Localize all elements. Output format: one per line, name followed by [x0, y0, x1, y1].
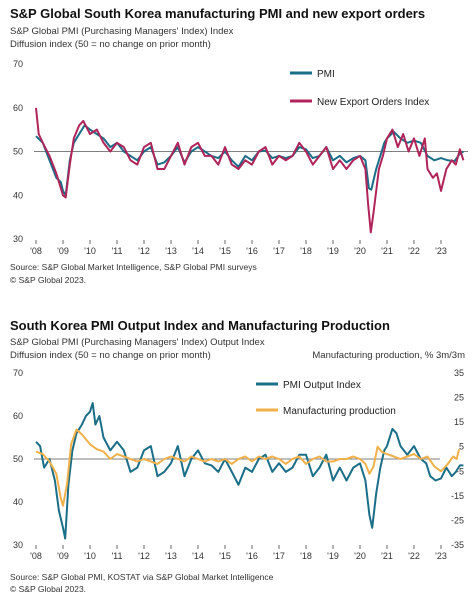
chart1-legend-label: PMI — [317, 69, 335, 80]
chart1-y-tick-label: 50 — [13, 147, 23, 157]
chart1-x-tick-label: '16 — [246, 246, 258, 256]
chart2-legend-label: PMI Output Index — [283, 380, 361, 391]
chart1-x-tick-label: '08 — [30, 246, 42, 256]
chart1-subtitle-2: Diffusion index (50 = no change on prior… — [10, 39, 211, 50]
chart2-x-tick-label: '08 — [30, 551, 42, 561]
chart1-x-tick-label: '23 — [435, 246, 447, 256]
chart2-title: South Korea PMI Output Index and Manufac… — [10, 318, 390, 333]
chart1-title: S&P Global South Korea manufacturing PMI… — [10, 6, 426, 21]
chart2-x-tick-label: '19 — [327, 551, 339, 561]
chart2-x-tick-label: '23 — [435, 551, 447, 561]
chart1-x-tick-label: '09 — [57, 246, 69, 256]
chart2-x-tick-label: '10 — [84, 551, 96, 561]
chart2-y2-tick-label: 35 — [454, 368, 464, 378]
chart1-source: Source: S&P Global Market Intelligence, … — [10, 262, 257, 272]
chart1-subtitle-1: S&P Global PMI (Purchasing Managers' Ind… — [10, 26, 234, 37]
chart1-x-tick-label: '19 — [327, 246, 339, 256]
chart1-x-tick-label: '17 — [273, 246, 285, 256]
chart2-series-manufacturing-production — [35, 428, 461, 507]
chart1-x-tick-label: '21 — [381, 246, 393, 256]
chart2-legend-label: Manufacturing production — [283, 406, 396, 417]
chart1-legend-label: New Export Orders Index — [317, 97, 429, 108]
chart2-x-tick-label: '12 — [138, 551, 150, 561]
chart2-y2-tick-label: -25 — [451, 515, 464, 525]
chart1-plot: 70 60 50 40 30 '08 '09 '10 '11 '12 '13 '14 '15 '16 '17… — [13, 59, 468, 256]
chart2-series-pmi-output-index — [35, 402, 464, 540]
chart1-x-tick-label: '13 — [165, 246, 177, 256]
chart2-x-tick-label: '21 — [381, 551, 393, 561]
chart2-y2-tick-label: -15 — [451, 491, 464, 501]
chart2-x-tick-label: '15 — [219, 551, 231, 561]
chart1-x-tick-label: '12 — [138, 246, 150, 256]
chart2-right-axis-label: Manufacturing production, % 3m/3m — [312, 350, 465, 361]
chart1-copyright: © S&P Global 2023. — [10, 275, 87, 285]
chart2-subtitle-1: S&P Global PMI (Purchasing Managers' Ind… — [10, 337, 265, 348]
chart2-y-tick-label: 50 — [13, 454, 23, 464]
chart1-x-tick-label: '22 — [408, 246, 420, 256]
chart2-y2-tick-label: 25 — [454, 393, 464, 403]
chart2-x-tick-label: '11 — [111, 551, 122, 561]
chart2-y2-tick-label: 5 — [459, 442, 464, 452]
chart2-x-tick-label: '13 — [165, 551, 177, 561]
chart2-x-tick-label: '22 — [408, 551, 420, 561]
chart2-subtitle-2: Diffusion index (50 = no change on prior… — [10, 350, 211, 361]
chart1-series-new-export-orders-index — [35, 107, 465, 234]
chart1-y-tick-label: 60 — [13, 103, 23, 113]
chart2-source: Source: S&P Global PMI, KOSTAT via S&P G… — [10, 572, 274, 582]
chart1-x-tick-label: '15 — [219, 246, 231, 256]
chart2-x-tick-label: '14 — [192, 551, 204, 561]
chart2-y2-tick-label: 15 — [454, 417, 464, 427]
chart1-y-tick-label: 30 — [13, 234, 23, 244]
chart2-y2-tick-label: -5 — [456, 466, 464, 476]
chart1-x-tick-label: '20 — [354, 246, 366, 256]
chart2-copyright: © S&P Global 2023. — [10, 584, 87, 594]
chart2-x-tick-label: '09 — [57, 551, 69, 561]
chart2-x-tick-label: '17 — [273, 551, 285, 561]
chart2-x-tick-label: '16 — [246, 551, 258, 561]
chart2-x-tick-label: '18 — [300, 551, 312, 561]
chart2-y2-tick-label: -35 — [451, 540, 464, 550]
chart1-x-tick-label: '10 — [84, 246, 96, 256]
chart1-x-tick-label: '14 — [192, 246, 204, 256]
chart2-x-tick-label: '20 — [354, 551, 366, 561]
chart2-y-tick-label: 40 — [13, 497, 23, 507]
chart1-x-tick-label: '18 — [300, 246, 312, 256]
chart2-y-tick-label: 30 — [13, 540, 23, 550]
chart1-y-tick-label: 70 — [13, 59, 23, 69]
chart2-y-tick-label: 70 — [13, 368, 23, 378]
chart1-y-tick-label: 40 — [13, 190, 23, 200]
chart2-y-tick-label: 60 — [13, 411, 23, 421]
chart1-x-tick-label: '11 — [111, 246, 122, 256]
